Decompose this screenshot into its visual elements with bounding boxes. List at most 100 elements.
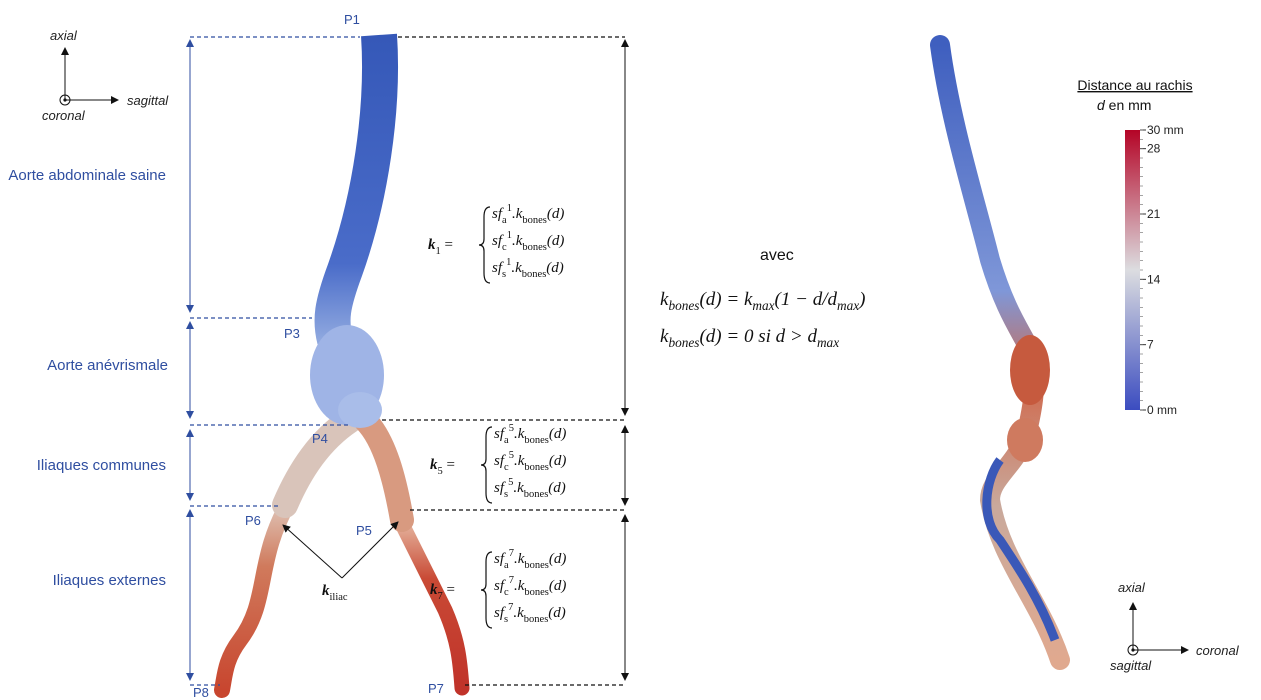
definition-equation: kbones(d) = kmax(1 − d/dmax) xyxy=(660,289,865,313)
text-segment: (d) = 0 si d > d xyxy=(699,326,817,347)
colorbar-tick-label: 21 xyxy=(1147,207,1161,221)
text-segment: ) xyxy=(858,289,865,310)
text-segment: bones xyxy=(524,489,549,500)
text-segment: (d) xyxy=(549,551,567,567)
text-segment: .k xyxy=(512,206,523,222)
text-segment: 5 xyxy=(508,477,513,488)
colorbar-tick-label: 28 xyxy=(1147,142,1161,156)
axis-label: axial xyxy=(50,28,78,43)
formula-line: sfc1.kbones(d) xyxy=(492,230,564,253)
text-segment: (d) xyxy=(548,605,566,621)
text-segment: c xyxy=(504,587,509,598)
text-segment: sf xyxy=(494,551,506,567)
text-segment: bones xyxy=(522,215,547,226)
colorbar-tick-label: 30 mm xyxy=(1147,123,1184,137)
text-segment: k xyxy=(430,582,438,598)
colorbar-subtitle: d en mm xyxy=(1097,97,1151,113)
text-segment: 1 xyxy=(436,246,441,257)
region-label: Aorte abdominale saine xyxy=(8,167,166,184)
formula-label: k1 = xyxy=(428,237,453,257)
text-segment: (d) xyxy=(548,480,566,496)
extent-arrows xyxy=(186,39,629,681)
formulas: k1 =sfa1.kbones(d)sfc1.kbones(d)sfs1.kbo… xyxy=(428,203,566,629)
text-segment: max xyxy=(817,335,839,350)
point-label: P3 xyxy=(284,326,300,341)
formula-label: k7 = xyxy=(430,582,455,602)
text-segment: max xyxy=(837,298,859,313)
definition-equation: kbones(d) = 0 si d > dmax xyxy=(660,326,839,350)
text-segment: 7 xyxy=(508,602,513,613)
text-segment: sf xyxy=(494,426,506,442)
text-segment: iliac xyxy=(330,592,348,603)
text-segment: sf xyxy=(494,480,506,496)
text-segment: (d) xyxy=(549,578,567,594)
text-segment: k xyxy=(660,326,669,347)
definition-intro: avec xyxy=(760,247,794,264)
vessel-model xyxy=(214,33,470,698)
text-segment: sf xyxy=(494,605,506,621)
text-segment: .k xyxy=(513,480,524,496)
text-segment: bones xyxy=(668,298,699,313)
region-label: Iliaques externes xyxy=(53,572,166,589)
text-segment: bones xyxy=(524,435,549,446)
formula-line: sfa7.kbones(d) xyxy=(494,548,566,571)
level-lines xyxy=(190,36,625,686)
text-segment: (d) xyxy=(547,206,565,222)
colorbar-title: Distance au rachis xyxy=(1077,77,1192,93)
formula-line: sfc7.kbones(d) xyxy=(494,575,566,598)
colorbar-tick-label: 7 xyxy=(1147,338,1154,352)
text-segment: bones xyxy=(524,462,549,473)
formula-line: sfs1.kbones(d) xyxy=(492,257,564,280)
text-segment: = xyxy=(441,237,453,253)
text-segment: sf xyxy=(492,233,504,249)
text-segment: bones xyxy=(668,335,699,350)
text-segment: 7 xyxy=(438,591,443,602)
text-segment: sf xyxy=(492,260,504,276)
formula-line: sfc5.kbones(d) xyxy=(494,450,566,473)
region-label: Iliaques communes xyxy=(37,457,166,474)
vessel-model-colored xyxy=(930,35,1070,670)
text-segment: k xyxy=(322,583,330,599)
text-segment: .k xyxy=(514,551,525,567)
text-segment: bones xyxy=(522,269,547,280)
text-segment: 5 xyxy=(509,423,514,434)
text-segment: sf xyxy=(492,206,504,222)
text-segment: (d) = xyxy=(699,289,743,310)
point-label: P5 xyxy=(356,523,372,538)
text-segment: 1 xyxy=(507,203,512,214)
brace xyxy=(480,426,493,504)
text-segment: .k xyxy=(514,426,525,442)
text-segment: 5 xyxy=(509,450,514,461)
text-segment: k xyxy=(744,289,753,310)
point-label: P8 xyxy=(193,685,209,700)
point-label: P7 xyxy=(428,681,444,696)
text-segment: k xyxy=(660,289,669,310)
axis-label: sagittal xyxy=(127,93,169,108)
text-segment: 7 xyxy=(509,548,514,559)
axes-icon: axial coronal sagittal xyxy=(1110,580,1240,673)
text-segment: .k xyxy=(512,233,523,249)
formula-line: sfs5.kbones(d) xyxy=(494,477,566,500)
axes-icon: axial sagittal coronal xyxy=(42,28,169,123)
text-segment: c xyxy=(502,242,507,253)
point-label: P6 xyxy=(245,513,261,528)
text-segment: .k xyxy=(511,260,522,276)
text-segment: = xyxy=(443,457,455,473)
formula-line: sfa1.kbones(d) xyxy=(492,203,564,226)
text-segment: .k xyxy=(514,578,525,594)
text-segment: (1 − d/d xyxy=(775,289,838,310)
brace xyxy=(480,551,493,629)
text-segment: (d) xyxy=(546,260,564,276)
text-segment: bones xyxy=(522,242,547,253)
text-segment: s xyxy=(504,489,508,500)
text-segment: bones xyxy=(524,587,549,598)
text-segment: = xyxy=(443,582,455,598)
axis-label: coronal xyxy=(42,108,86,123)
text-segment: .k xyxy=(513,605,524,621)
text-segment: (d) xyxy=(547,233,565,249)
text-segment: k xyxy=(428,237,436,253)
point-label: P4 xyxy=(312,431,328,446)
text-segment: 7 xyxy=(509,575,514,586)
text-segment: 5 xyxy=(438,466,443,477)
